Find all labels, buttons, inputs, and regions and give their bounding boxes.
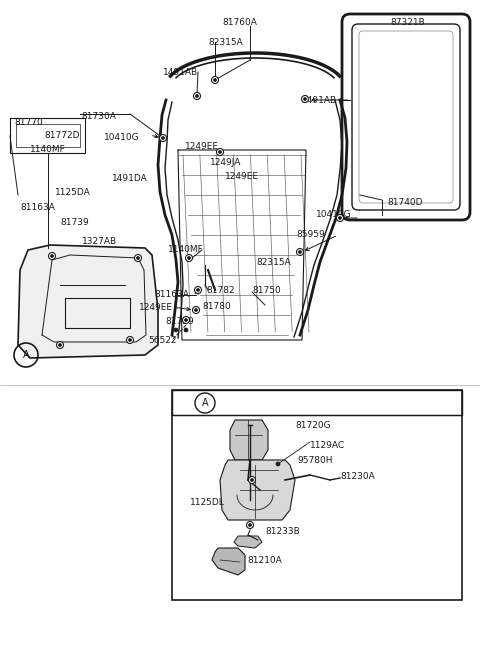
Text: 10410G: 10410G <box>316 210 352 219</box>
Circle shape <box>161 136 165 140</box>
Text: 81772D: 81772D <box>44 131 80 140</box>
Text: 81230A: 81230A <box>340 472 375 481</box>
Circle shape <box>212 77 218 83</box>
Polygon shape <box>18 245 158 358</box>
Text: 1249EE: 1249EE <box>185 142 219 151</box>
Circle shape <box>159 134 167 142</box>
Text: 81720G: 81720G <box>295 421 331 430</box>
Text: 1249JA: 1249JA <box>210 158 241 167</box>
Text: 85959: 85959 <box>296 230 325 239</box>
Text: 1491DA: 1491DA <box>112 174 148 183</box>
Circle shape <box>297 249 303 255</box>
Text: 1129AC: 1129AC <box>310 441 345 450</box>
Circle shape <box>188 256 191 260</box>
Polygon shape <box>230 420 268 460</box>
Text: 81740D: 81740D <box>387 198 422 207</box>
Text: 81770: 81770 <box>14 118 43 127</box>
Text: 81780: 81780 <box>202 302 231 311</box>
Text: A: A <box>23 350 29 360</box>
Circle shape <box>249 523 252 527</box>
Text: 1491AB: 1491AB <box>302 96 337 105</box>
Circle shape <box>194 308 197 312</box>
Text: 81210A: 81210A <box>247 556 282 565</box>
Circle shape <box>193 92 201 100</box>
Circle shape <box>136 256 140 260</box>
Circle shape <box>276 462 280 466</box>
Text: 81163A: 81163A <box>20 203 55 212</box>
Text: 1140MF: 1140MF <box>168 245 204 254</box>
Circle shape <box>134 255 142 262</box>
Circle shape <box>301 96 309 102</box>
Text: 81750: 81750 <box>252 286 281 295</box>
Circle shape <box>303 98 307 100</box>
Circle shape <box>182 316 190 323</box>
Text: 1249EE: 1249EE <box>139 303 173 312</box>
Circle shape <box>192 306 200 314</box>
Text: 81739: 81739 <box>60 218 89 227</box>
Text: 82315A: 82315A <box>256 258 291 267</box>
Circle shape <box>247 522 253 529</box>
Text: 56522: 56522 <box>148 336 177 345</box>
Circle shape <box>185 255 192 262</box>
Bar <box>172 390 462 415</box>
Circle shape <box>184 328 188 332</box>
Circle shape <box>59 344 61 346</box>
Text: 81233B: 81233B <box>265 527 300 536</box>
Circle shape <box>50 255 53 258</box>
Text: 1125DA: 1125DA <box>55 188 91 197</box>
Text: 1491AB: 1491AB <box>163 68 198 77</box>
Circle shape <box>338 216 341 220</box>
Circle shape <box>216 148 224 155</box>
Text: 81163A: 81163A <box>154 290 189 299</box>
Text: 81730A: 81730A <box>81 112 116 121</box>
Circle shape <box>218 150 221 154</box>
Text: 1249EE: 1249EE <box>225 172 259 181</box>
Circle shape <box>249 476 255 483</box>
Text: A: A <box>202 398 208 408</box>
Circle shape <box>251 478 253 482</box>
Circle shape <box>299 251 301 253</box>
Circle shape <box>129 338 132 342</box>
Bar <box>172 390 462 600</box>
Text: 81782: 81782 <box>206 286 235 295</box>
Text: 81739: 81739 <box>165 317 194 326</box>
Text: 1140MF: 1140MF <box>30 145 66 154</box>
Circle shape <box>57 342 63 348</box>
Circle shape <box>196 289 200 291</box>
Circle shape <box>48 253 56 260</box>
Polygon shape <box>234 536 262 548</box>
Circle shape <box>127 337 133 344</box>
Circle shape <box>174 328 178 332</box>
Text: 95780H: 95780H <box>297 456 333 465</box>
Text: 10410G: 10410G <box>104 133 140 142</box>
Circle shape <box>184 319 188 321</box>
Text: 87321B: 87321B <box>390 18 425 27</box>
Polygon shape <box>212 548 245 575</box>
Text: 1125DL: 1125DL <box>190 498 225 507</box>
Text: 1327AB: 1327AB <box>82 237 117 246</box>
Circle shape <box>195 94 199 98</box>
Circle shape <box>194 287 202 293</box>
Circle shape <box>214 79 216 81</box>
Polygon shape <box>220 460 295 520</box>
Circle shape <box>336 215 344 222</box>
Text: 81760A: 81760A <box>222 18 257 27</box>
Text: 82315A: 82315A <box>208 38 243 47</box>
